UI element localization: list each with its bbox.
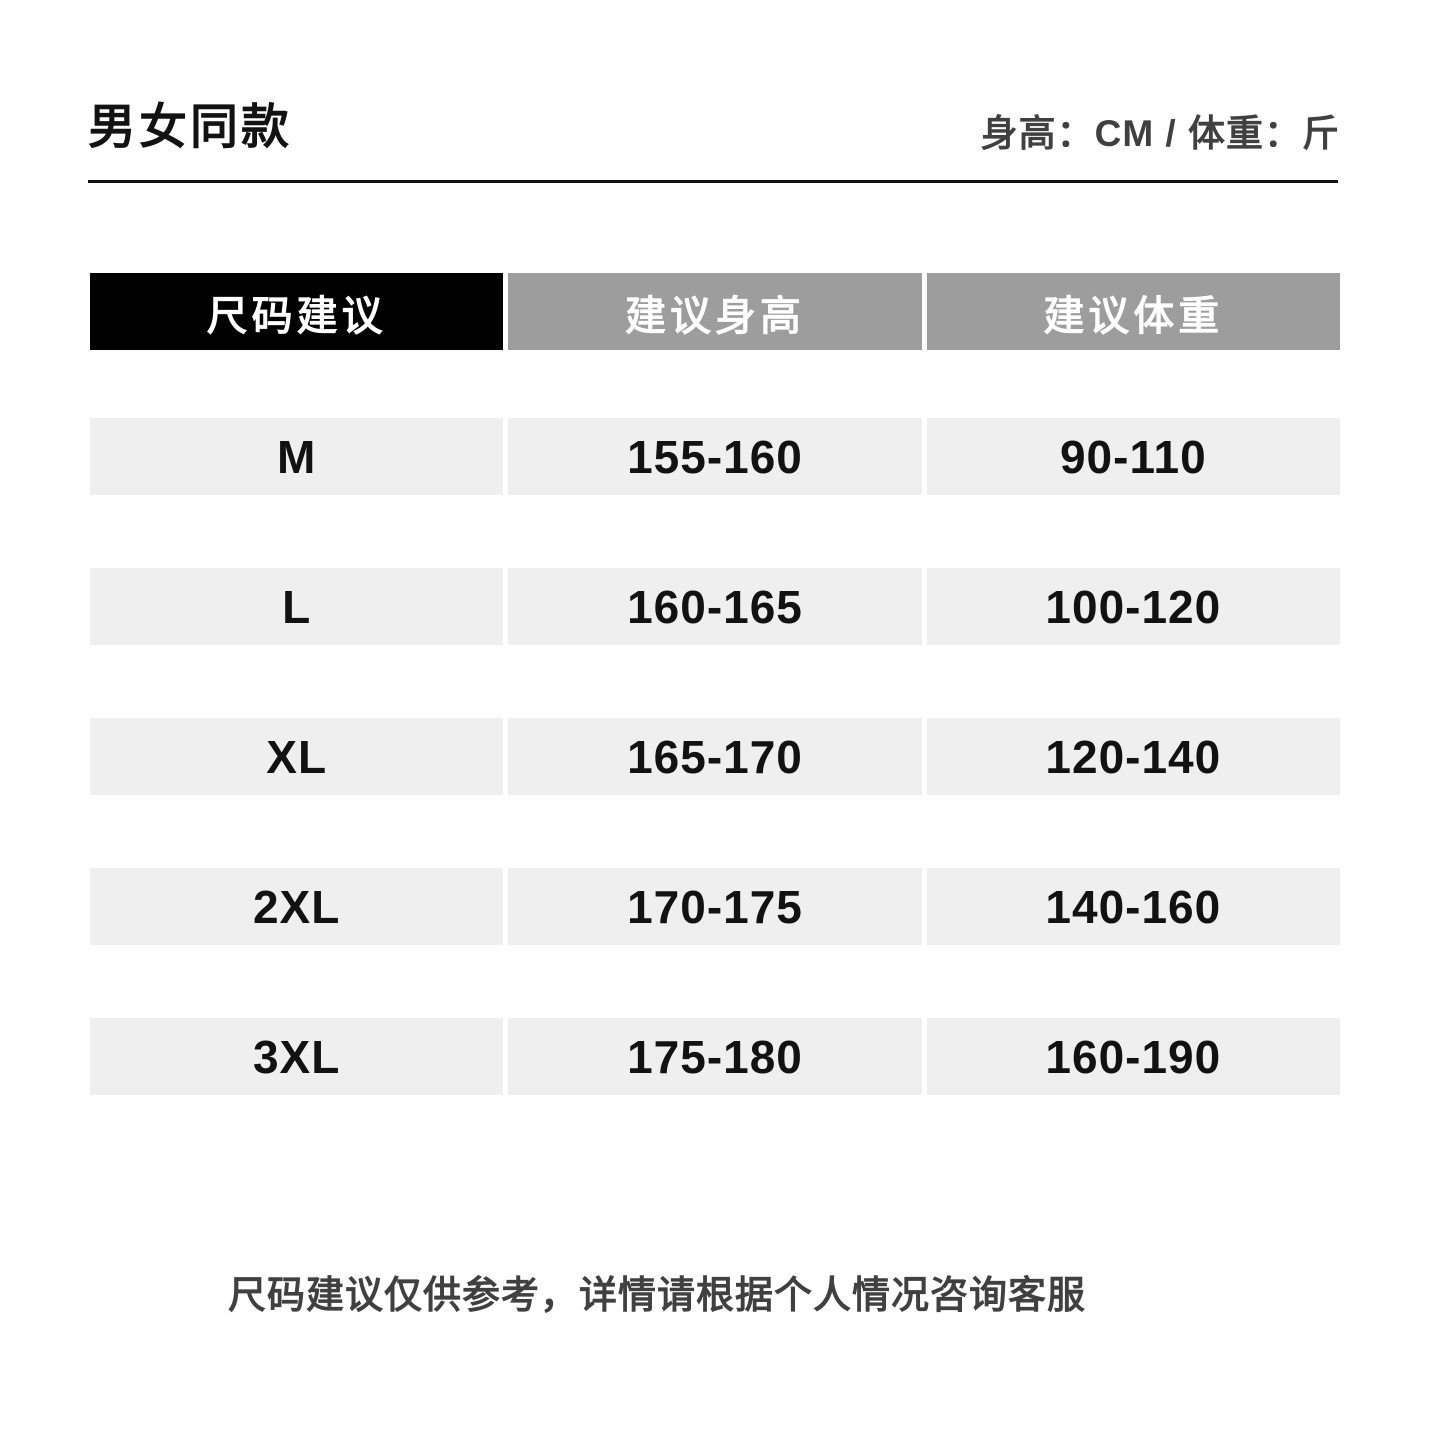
height-cell: 155-160 — [508, 418, 922, 495]
table-row: 3XL 175-180 160-190 — [90, 1018, 1340, 1095]
weight-cell: 100-120 — [926, 568, 1340, 645]
page-title: 男女同款 — [88, 101, 293, 154]
height-cell: 175-180 — [508, 1018, 922, 1095]
size-cell: 2XL — [90, 868, 504, 945]
header-cell-height: 建议身高 — [508, 273, 922, 350]
size-table: 尺码建议 建议身高 建议体重 M 155-160 90-110 L 160-16… — [90, 273, 1340, 1095]
size-cell: 3XL — [90, 1018, 504, 1095]
table-header-row: 尺码建议 建议身高 建议体重 — [90, 273, 1340, 350]
table-row: XL 165-170 120-140 — [90, 718, 1340, 795]
height-cell: 160-165 — [508, 568, 922, 645]
weight-cell: 90-110 — [926, 418, 1340, 495]
size-cell: XL — [90, 718, 504, 795]
size-cell: M — [90, 418, 504, 495]
table-row: L 160-165 100-120 — [90, 568, 1340, 645]
size-cell: L — [90, 568, 504, 645]
header-divider — [88, 180, 1338, 183]
height-cell: 165-170 — [508, 718, 922, 795]
height-cell: 170-175 — [508, 868, 922, 945]
weight-cell: 160-190 — [926, 1018, 1340, 1095]
header-cell-size: 尺码建议 — [90, 273, 504, 350]
weight-cell: 120-140 — [926, 718, 1340, 795]
header-cell-weight: 建议体重 — [926, 273, 1340, 350]
weight-cell: 140-160 — [926, 868, 1340, 945]
table-row: 2XL 170-175 140-160 — [90, 868, 1340, 945]
footnote: 尺码建议仅供参考，详情请根据个人情况咨询客服 — [228, 1275, 1087, 1317]
units-label: 身高：CM / 体重：斤 — [980, 113, 1340, 154]
table-row: M 155-160 90-110 — [90, 418, 1340, 495]
